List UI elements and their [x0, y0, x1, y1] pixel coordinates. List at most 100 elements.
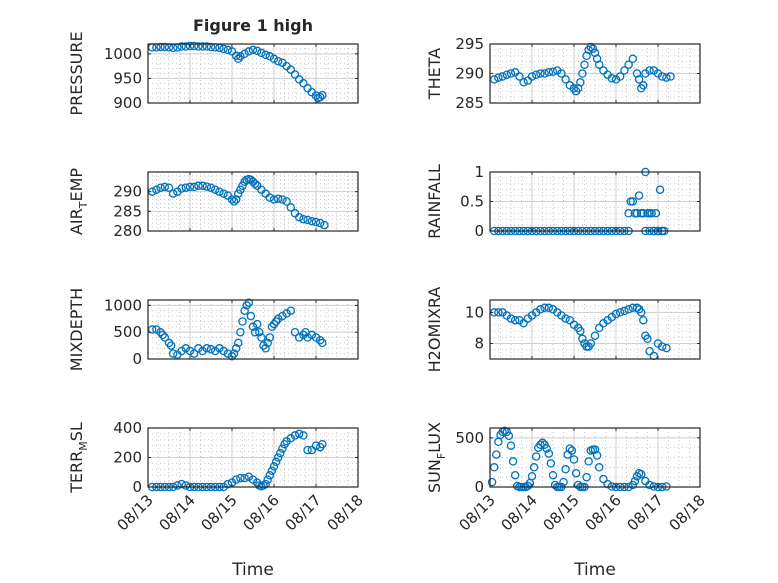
y-tick-label: 1000 [104, 45, 142, 63]
y-tick-label: 280 [113, 222, 142, 240]
data-point [198, 346, 207, 356]
data-point [255, 327, 264, 337]
data-point [202, 344, 212, 353]
data-point [506, 314, 516, 323]
data-point [657, 342, 667, 351]
data-point [643, 334, 652, 344]
data-point [592, 451, 602, 460]
data-point [544, 303, 554, 313]
data-point [311, 91, 321, 100]
subplot-4: 0 0.5 1 RAINFALL [425, 163, 701, 240]
data-point [578, 334, 587, 344]
y-tick-label: 8 [474, 334, 484, 352]
data-point [510, 470, 520, 480]
data-point [504, 431, 514, 441]
data-point [592, 54, 602, 64]
data-point [311, 333, 321, 342]
data-point [487, 477, 497, 487]
data-point [273, 453, 283, 462]
data-point [531, 452, 541, 461]
data-point [582, 472, 591, 482]
data-point [227, 47, 237, 56]
data-point [265, 193, 275, 202]
data-point [194, 181, 203, 191]
data-point [158, 330, 167, 340]
data-point [607, 73, 617, 83]
data-point [234, 338, 243, 348]
data-point [651, 209, 661, 218]
data-point [634, 191, 644, 200]
data-point [240, 473, 249, 483]
data-point [261, 479, 270, 489]
data-point [498, 72, 507, 81]
data-point [181, 183, 191, 192]
data-point [231, 195, 241, 204]
data-point [628, 54, 638, 64]
data-point [519, 78, 528, 87]
y-tick-label: 0 [132, 350, 142, 368]
data-point [173, 481, 182, 490]
data-point [632, 209, 642, 218]
data-point [202, 182, 212, 191]
data-point [156, 183, 165, 192]
data-point [510, 315, 520, 325]
data-point [571, 468, 581, 478]
data-point [248, 322, 258, 332]
data-point [540, 69, 549, 78]
data-point [152, 185, 161, 194]
data-point [662, 73, 671, 82]
data-point [307, 216, 317, 226]
data-point [236, 52, 245, 61]
data-point [271, 457, 281, 467]
data-point [506, 69, 516, 78]
data-point [234, 54, 243, 64]
data-point [318, 90, 327, 100]
data-point [231, 475, 241, 484]
data-point [252, 46, 262, 56]
data-point [494, 308, 503, 317]
data-point [265, 52, 275, 61]
data-point [273, 314, 283, 324]
data-point [529, 463, 539, 472]
data-point [527, 471, 537, 481]
data-point [299, 431, 308, 440]
data-point [299, 79, 308, 88]
y-tick-label: 500 [455, 429, 484, 447]
data-point [588, 44, 598, 53]
data-point [632, 69, 642, 78]
y-axis-label: THETA [425, 48, 444, 100]
data-point [160, 182, 170, 192]
data-point [206, 183, 216, 192]
data-point [594, 463, 604, 472]
y-axis-label: H2OMIXRA [425, 287, 444, 373]
y-tick-label: 290 [113, 183, 142, 201]
data-point [636, 308, 646, 317]
data-point [240, 306, 249, 315]
data-point [286, 203, 296, 212]
data-point [527, 72, 537, 81]
y-tick-label: 290 [455, 65, 484, 83]
data-point [189, 182, 199, 192]
data-point [278, 444, 287, 453]
data-point [269, 195, 279, 204]
data-point [206, 345, 216, 354]
data-point [189, 41, 199, 51]
data-point [307, 330, 317, 340]
data-point [282, 309, 291, 318]
data-point [320, 220, 329, 230]
data-point [198, 181, 207, 191]
data-point [655, 185, 665, 194]
data-point [565, 315, 575, 325]
data-point [202, 42, 212, 51]
y-tick-label: 950 [113, 69, 142, 87]
data-point [647, 209, 656, 218]
data-point [177, 346, 186, 356]
y-axis-label: SUNFLUX [425, 422, 448, 493]
y-axis-label: MIXDEPTH [67, 288, 86, 371]
axes-frame [147, 299, 359, 360]
data-point [502, 70, 512, 79]
data-point [578, 69, 587, 78]
data-point [508, 457, 518, 466]
